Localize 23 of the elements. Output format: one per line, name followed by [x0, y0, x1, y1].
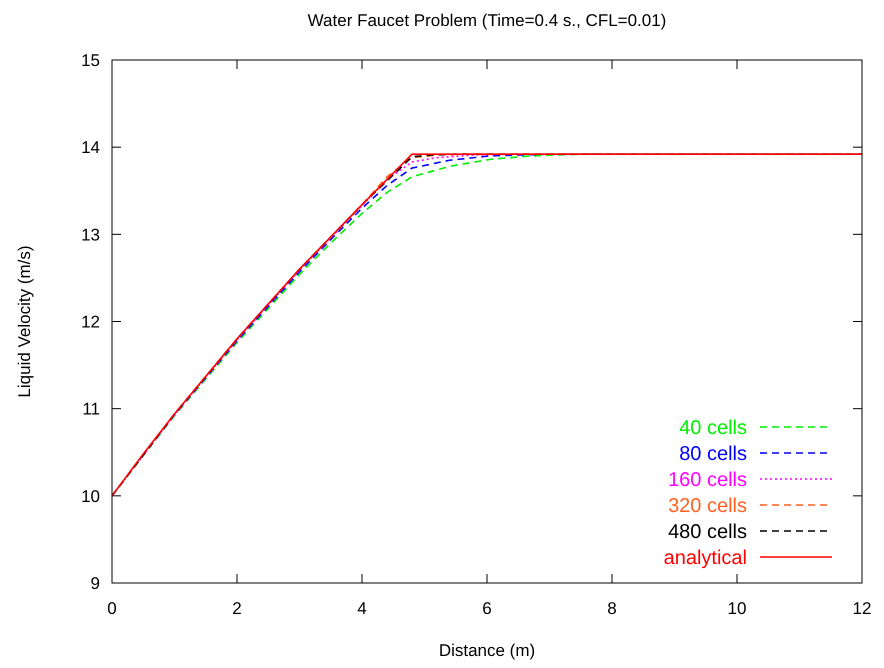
chart-title: Water Faucet Problem (Time=0.4 s., CFL=0.01)	[308, 11, 666, 30]
x-tick-label: 2	[232, 599, 242, 618]
y-tick-label: 14	[81, 138, 100, 158]
y-tick-label: 12	[81, 312, 100, 332]
x-tick-label: 10	[728, 599, 746, 618]
y-tick-label: 11	[82, 400, 100, 419]
y-tick-label: 9	[90, 574, 100, 593]
y-tick-label: 15	[81, 51, 100, 70]
legend-label: 40 cells	[679, 417, 747, 439]
legend-label: 320 cells	[668, 495, 747, 517]
y-axis-title: Liquid Velocity (m/s)	[15, 245, 34, 398]
legend-label: analytical	[664, 547, 747, 569]
y-tick-label: 10	[81, 486, 100, 506]
x-tick-label: 0	[107, 599, 117, 618]
y-tick-label: 13	[81, 225, 100, 244]
legend-label: 480 cells	[668, 521, 747, 543]
x-tick-label: 12	[852, 599, 872, 618]
legend-label: 160 cells	[668, 469, 747, 491]
x-tick-label: 8	[607, 599, 617, 618]
x-tick-label: 6	[482, 599, 492, 618]
x-axis-title: Distance (m)	[438, 641, 536, 660]
legend-label: 80 cells	[679, 443, 747, 465]
x-tick-label: 4	[357, 599, 367, 618]
